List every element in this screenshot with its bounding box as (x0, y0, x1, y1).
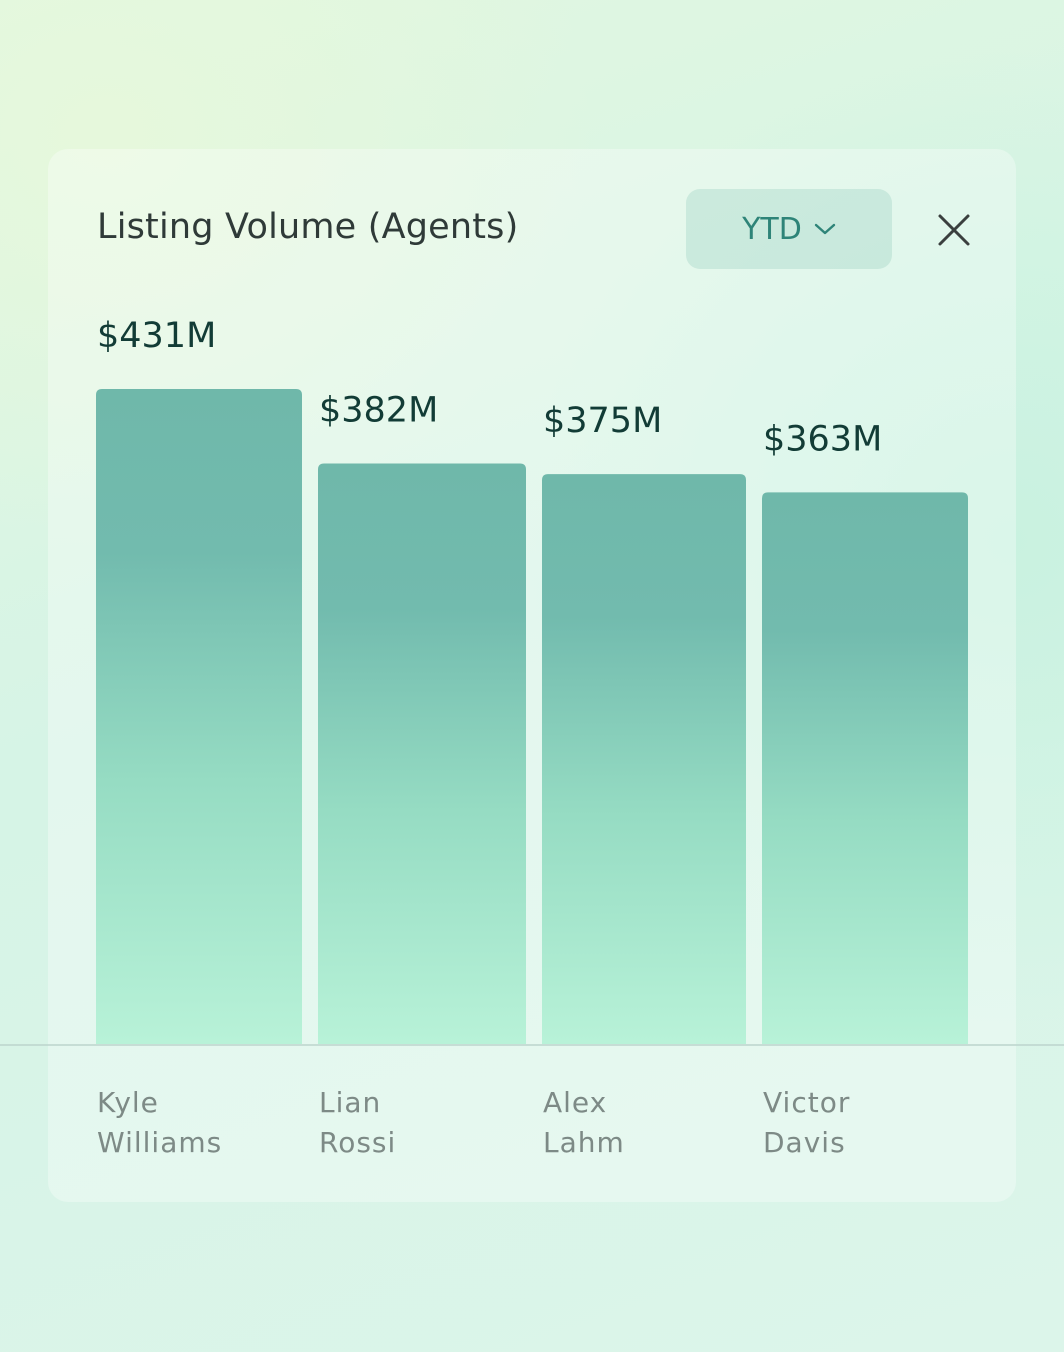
close-button[interactable] (934, 210, 974, 250)
bar-2 (542, 474, 746, 1045)
bar-0 (96, 389, 302, 1044)
period-label: YTD (742, 211, 802, 247)
category-label-2: Alex Lahm (543, 1086, 625, 1159)
category-label-0: Kyle Williams (97, 1086, 223, 1159)
chart-baseline (0, 1044, 1064, 1046)
chevron-down-icon (814, 222, 836, 236)
category-label-1: Lian Rossi (319, 1086, 397, 1159)
value-label-2: $375M (543, 401, 662, 441)
bar-1 (318, 463, 526, 1044)
value-label-0: $431M (97, 316, 216, 356)
close-icon (934, 210, 974, 250)
value-label-1: $382M (319, 390, 438, 430)
period-dropdown[interactable]: YTD (686, 189, 892, 269)
chart-title: Listing Volume (Agents) (97, 207, 519, 247)
value-label-3: $363M (763, 419, 882, 459)
category-label-3: Victor Davis (763, 1086, 851, 1159)
bar-3 (762, 492, 968, 1044)
